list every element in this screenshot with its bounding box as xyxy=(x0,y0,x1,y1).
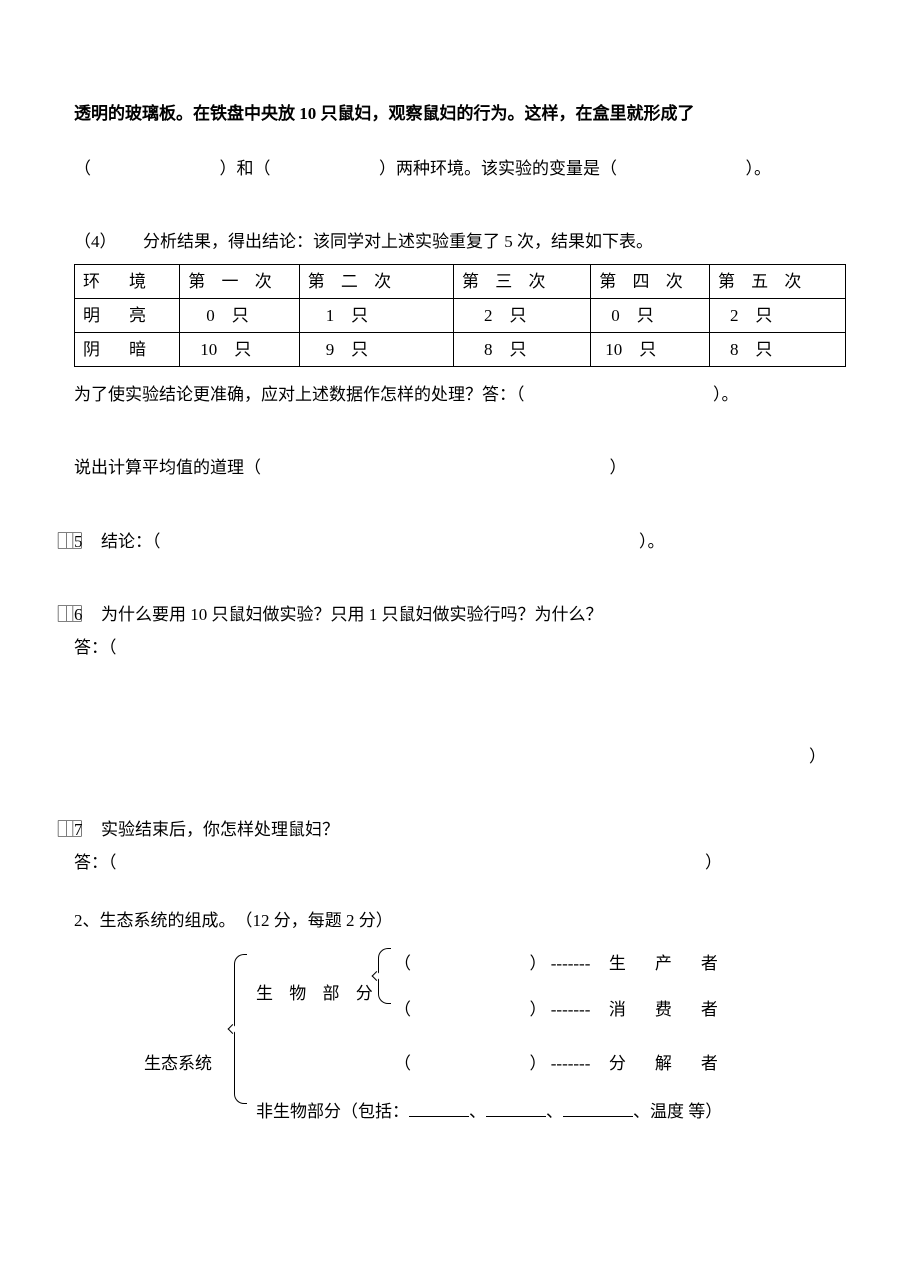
table-row-dark: 阴 暗 10 只 9 只 8 只 10 只 8 只 xyxy=(75,332,846,366)
th-env: 环 境 xyxy=(83,272,152,291)
eco-nonbio-row: 非生物部分（包括：、、、温度 等） xyxy=(256,1098,722,1125)
ecosystem-diagram: 生态系统 生 物 部 分 （ ） ------- 生 产 者 （ ） -----… xyxy=(104,950,864,1140)
brace-inner xyxy=(378,948,391,1004)
section2-title: 2、生态系统的组成。 （12 分，每题 2 分） xyxy=(74,907,846,934)
intro-line2: （ ）和（ ）两种环境。该实验的变量是（ ）。 xyxy=(74,155,846,182)
th-1: 第 一 次 xyxy=(188,272,278,291)
after-table-q2: 说出计算平均值的道理（ ） xyxy=(74,454,846,481)
q6-answer: 答：（ xyxy=(74,634,846,661)
brace-outer xyxy=(234,954,247,1104)
q5: ⃞5⃞ 结论：（ ）。 xyxy=(74,528,846,555)
th-3: 第 三 次 xyxy=(462,272,552,291)
after-table-q1: 为了使实验结论更准确，应对上述数据作怎样的处理？答：（ ）。 xyxy=(74,381,846,408)
th-5: 第 五 次 xyxy=(718,272,808,291)
th-4: 第 四 次 xyxy=(599,272,689,291)
eco-consumer-row: （ ） ------- 消 费 者 xyxy=(394,996,724,1023)
intro-line1: 透明的玻璃板。在铁盘中央放 10 只鼠妇，观察鼠妇的行为。这样，在盒里就形成了 xyxy=(74,100,846,127)
q7-answer: 答：（ ） xyxy=(74,849,846,876)
th-2: 第 二 次 xyxy=(308,272,398,291)
eco-bio: 生 物 部 分 xyxy=(256,980,379,1007)
q6-answer-close: ） xyxy=(74,743,846,770)
q7: ⃞7⃞ 实验结束后，你怎样处理鼠妇？ xyxy=(74,816,846,843)
eco-root: 生态系统 xyxy=(144,1050,212,1077)
q6: ⃞6⃞ 为什么要用 10 只鼠妇做实验？只用 1 只鼠妇做实验行吗？为什么？ xyxy=(74,601,846,628)
eco-producer-row: （ ） ------- 生 产 者 xyxy=(394,950,724,977)
table-row-bright: 明 亮 0 只 1 只 2 只 0 只 2 只 xyxy=(75,298,846,332)
experiment-table: 环 境 第 一 次 第 二 次 第 三 次 第 四 次 第 五 次 明 亮 0 … xyxy=(74,264,846,368)
q4: （4） 分析结果，得出结论：该同学对上述实验重复了 5 次，结果如下表。 xyxy=(74,228,846,255)
eco-decomposer-row: （ ） ------- 分 解 者 xyxy=(394,1050,724,1077)
table-header-row: 环 境 第 一 次 第 二 次 第 三 次 第 四 次 第 五 次 xyxy=(75,264,846,298)
